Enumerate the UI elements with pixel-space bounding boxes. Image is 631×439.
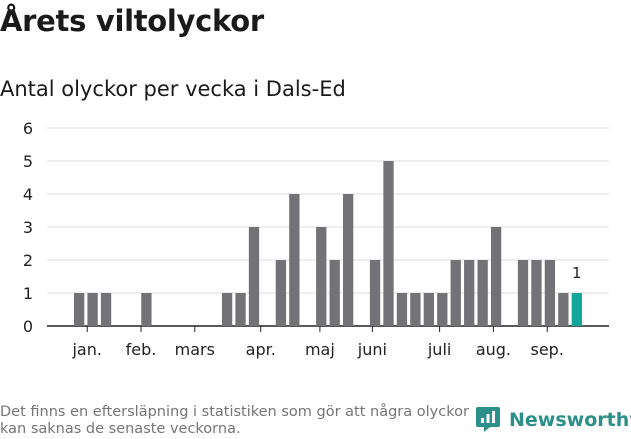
bar	[329, 260, 340, 326]
bar	[450, 260, 461, 326]
y-tick-label: 6	[23, 119, 33, 138]
bar	[316, 227, 327, 326]
x-tick-label: juli	[427, 340, 451, 359]
brand-logo[interactable]: Newsworthy	[475, 406, 631, 433]
x-tick-label: jan.	[71, 340, 101, 359]
bar	[517, 260, 529, 326]
x-tick-label: aug.	[476, 340, 511, 359]
bar	[531, 260, 542, 326]
bar	[437, 293, 448, 326]
bar	[369, 260, 381, 326]
footnote: Det finns en eftersläpning i statistiken…	[0, 404, 469, 437]
y-tick-label: 1	[23, 284, 33, 303]
bar	[235, 293, 246, 326]
bar	[490, 227, 502, 326]
bar	[464, 260, 475, 326]
brand-name: Newsworthy	[509, 408, 631, 431]
bar	[343, 194, 354, 326]
y-tick-label: 2	[23, 251, 33, 270]
bar	[275, 260, 287, 326]
x-tick-label: juni	[357, 340, 387, 359]
y-tick-label: 3	[23, 218, 33, 237]
bar	[289, 194, 300, 326]
bar	[383, 161, 394, 326]
bar	[248, 227, 260, 326]
y-tick-label: 0	[23, 317, 33, 336]
y-tick-label: 4	[23, 185, 33, 204]
x-tick-label: apr.	[246, 340, 276, 359]
x-tick-label: mars	[175, 340, 215, 359]
y-tick-label: 5	[23, 152, 33, 171]
bar	[423, 293, 434, 326]
x-tick-label: maj	[305, 340, 335, 359]
bar	[100, 293, 112, 326]
bar	[221, 293, 233, 326]
bar	[410, 293, 421, 326]
highlight-bar	[571, 293, 582, 326]
chart-title: Årets viltolyckor	[0, 4, 264, 38]
bar	[558, 293, 569, 326]
bar	[74, 293, 85, 326]
bar	[544, 260, 556, 326]
x-tick-label: sep.	[530, 340, 563, 359]
newsworthy-logo-icon	[476, 407, 500, 432]
x-tick-label: feb.	[126, 340, 157, 359]
bar	[477, 260, 488, 326]
chart-subtitle: Antal olyckor per vecka i Dals-Ed	[0, 77, 346, 101]
bar	[396, 293, 408, 326]
bar-chart: 0 1 2 3 4 5 6 1 jan. feb. mars apr. maj juni juli aug. s…	[23, 119, 609, 359]
bar	[87, 293, 98, 326]
bar	[141, 293, 152, 326]
data-label: 1	[572, 264, 582, 282]
